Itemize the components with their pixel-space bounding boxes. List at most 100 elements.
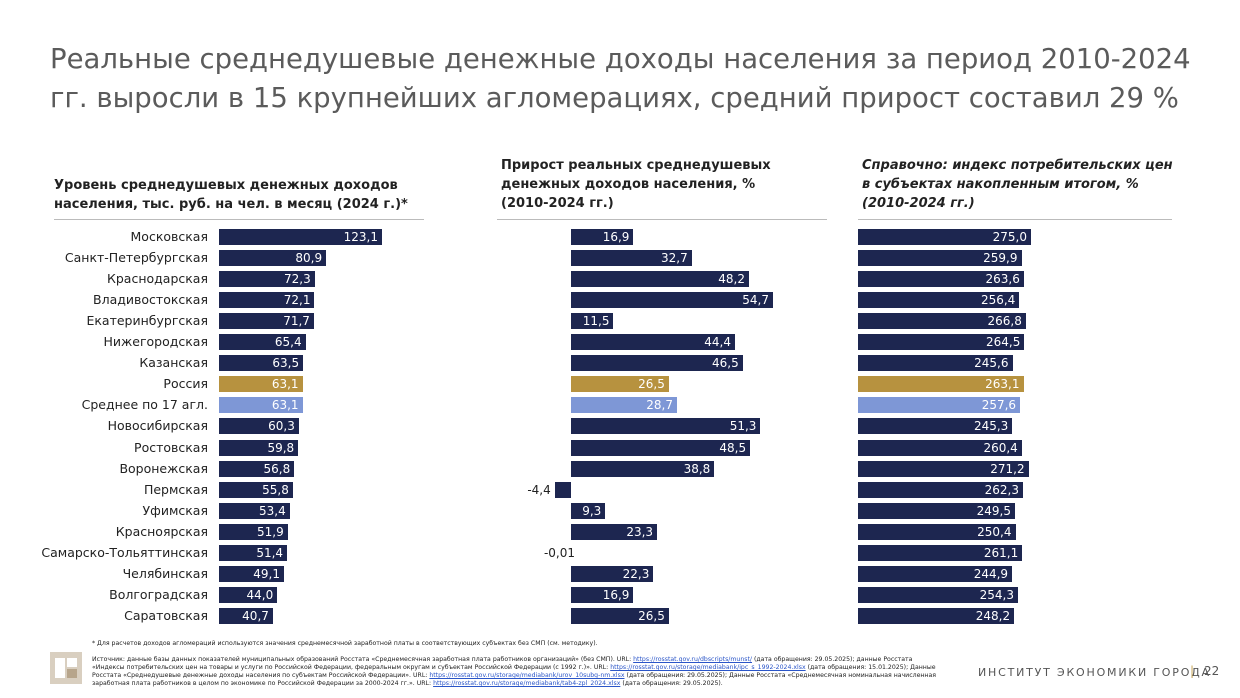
- chart3-value-label: 266,8: [987, 314, 1022, 328]
- chart3-bar: [858, 334, 1025, 350]
- source-text-4: заработная плата работников в целом по э…: [92, 680, 432, 687]
- chart3-bar: [858, 545, 1023, 561]
- chart2-value-label: 54,7: [742, 293, 769, 307]
- chart1-value-label: 63,1: [271, 377, 299, 391]
- chart2-bar: [571, 334, 735, 350]
- chart1-value-label: 72,3: [284, 272, 311, 286]
- chart1-value-label: 60,3: [268, 419, 295, 433]
- institute-logo: [50, 652, 82, 684]
- chart1-value-label: 51,9: [257, 525, 284, 539]
- chart2-value-label: 32,7: [661, 251, 688, 265]
- chart2-value-label: 16,9: [602, 230, 630, 244]
- chart3-value-label: 250,4: [977, 525, 1012, 539]
- row-label: Ростовская: [134, 440, 208, 455]
- sources-note: Источник: данные базы данных показателей…: [92, 656, 952, 688]
- chart1-bar: [219, 229, 382, 245]
- chart2-value-label: 44,4: [704, 335, 731, 349]
- chart2-bar: [571, 229, 634, 245]
- chart3-value-label: 275,0: [992, 230, 1027, 244]
- chart1-value-label: 53,4: [258, 504, 286, 518]
- footer-separator: |: [1190, 664, 1195, 678]
- row-label: Красноярская: [115, 524, 208, 539]
- chart1-bar: [219, 524, 288, 540]
- chart1-value-label: 55,8: [262, 483, 289, 497]
- chart1-bar: [219, 397, 303, 413]
- chart1-value-label: 56,8: [263, 462, 291, 476]
- chart1-bar: [219, 355, 304, 371]
- source-link-2[interactable]: https://rosstat.gov.ru/storage/mediabank…: [610, 664, 806, 671]
- chart3-value-label: 254,3: [979, 588, 1014, 602]
- chart1-bar: [219, 440, 299, 456]
- chart1-bar: [219, 250, 327, 266]
- chart1-bar: [219, 313, 314, 329]
- chart3-value-label: 257,6: [981, 398, 1017, 412]
- chart2-bar: [571, 566, 654, 582]
- chart2-bar: [571, 271, 749, 287]
- chart2-value-label: 16,9: [602, 588, 630, 602]
- chart1-bar: [219, 545, 288, 561]
- row-label: Екатеринбургская: [86, 313, 208, 328]
- row-label: Воронежская: [119, 461, 208, 476]
- chart1-bar: [219, 334, 306, 350]
- chart3-value-label: 244,9: [973, 567, 1009, 581]
- chart2-value-label: 26,5: [638, 609, 665, 623]
- source-link-4[interactable]: https://rosstat.gov.ru/storage/mediabank…: [433, 680, 621, 687]
- source-text-4b: (дата обращения: 29.05.2025).: [622, 680, 723, 687]
- chart1-value-label: 65,4: [274, 335, 302, 349]
- chart3-bar: [858, 271, 1024, 287]
- chart2-bar: [571, 397, 677, 413]
- chart2-bar: [571, 440, 751, 456]
- source-text-1b: (дата обращения: 29.05.2025); данные Рос…: [753, 656, 913, 663]
- chart1-bar: [219, 376, 303, 392]
- chart1-bar: [219, 482, 293, 498]
- chart3-bar: [858, 418, 1013, 434]
- row-label: Пермская: [143, 482, 208, 497]
- source-link-1[interactable]: https://rosstat.gov.ru/dbscripts/munst/: [633, 656, 752, 663]
- panel3-rule: [858, 219, 1172, 220]
- chart2-bar: [571, 376, 669, 392]
- chart3-bar: [858, 250, 1022, 266]
- row-label: Саратовская: [124, 608, 208, 623]
- row-label: Волгоградская: [109, 587, 208, 602]
- chart3-bar: [858, 313, 1026, 329]
- row-label: Челябинская: [122, 566, 208, 581]
- chart3-value-label: 259,9: [983, 251, 1018, 265]
- chart3-bar: [858, 292, 1020, 308]
- source-text-2: «Индексы потребительских цен на товары и…: [92, 664, 609, 671]
- chart3-bar: [858, 503, 1015, 519]
- row-label: Нижегородская: [103, 334, 208, 349]
- chart2-value-label: 28,7: [646, 398, 673, 412]
- chart2-value-label: 48,2: [718, 272, 745, 286]
- chart1-bar: [219, 566, 284, 582]
- source-link-3[interactable]: https://rosstat.gov.ru/storage/mediabank…: [429, 672, 625, 679]
- page-number: 22: [1204, 664, 1220, 678]
- chart2-value-label: 11,5: [582, 314, 610, 328]
- chart2-value-label: 38,8: [683, 462, 711, 476]
- chart3-value-label: 249,5: [976, 504, 1011, 518]
- chart2-bar: [571, 292, 773, 308]
- source-text-3: Росстата «Среднедушевые денежные доходы …: [92, 672, 428, 679]
- row-label: Россия: [163, 376, 208, 391]
- chart3-value-label: 263,6: [985, 272, 1020, 286]
- chart3-bar: [858, 608, 1015, 624]
- chart2-value-label: 51,3: [729, 419, 757, 433]
- chart1-value-label: 59,8: [267, 441, 295, 455]
- chart2-value-label: -4,4: [527, 483, 551, 497]
- footnote: * Для расчетов доходов агломераций испол…: [92, 640, 598, 647]
- chart1-value-label: 80,9: [295, 251, 323, 265]
- chart1-bar: [219, 292, 315, 308]
- chart3-value-label: 271,2: [990, 462, 1025, 476]
- source-text-1: Источник: данные базы данных показателей…: [92, 656, 632, 663]
- chart1-value-label: 49,1: [253, 567, 280, 581]
- chart1-value-label: 123,1: [343, 230, 378, 244]
- panel3-title: Справочно: индекс потребительских цен в …: [862, 158, 1173, 211]
- chart3-value-label: 263,1: [985, 377, 1020, 391]
- panel1-rule: [54, 219, 424, 220]
- chart2-bar: [554, 482, 571, 498]
- chart2-value-label: 48,5: [719, 441, 747, 455]
- panel2-rule: [497, 219, 827, 220]
- footer-institute: ИНСТИТУТ ЭКОНОМИКИ ГОРОДА: [978, 666, 1211, 679]
- chart1-value-label: 63,1: [271, 398, 299, 412]
- chart1-bar: [219, 608, 273, 624]
- chart2-value-label: 26,5: [638, 377, 665, 391]
